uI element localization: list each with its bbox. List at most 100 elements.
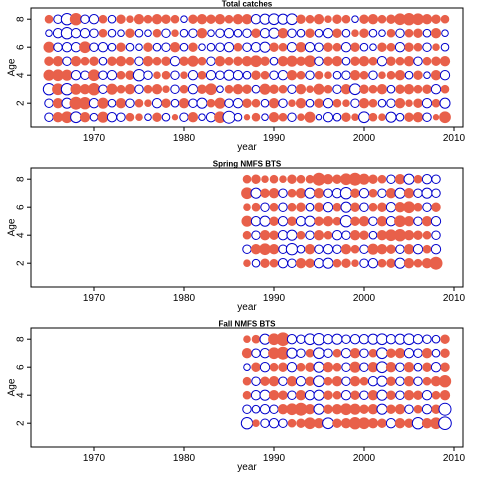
residual-bubble-positive xyxy=(206,98,216,108)
residual-bubble-negative xyxy=(259,362,271,373)
residual-bubble-negative xyxy=(179,112,189,122)
residual-bubble-negative xyxy=(278,418,288,428)
residual-bubble-positive xyxy=(403,84,415,95)
residual-bubble-positive xyxy=(386,14,396,24)
x-tick-label: 1990 xyxy=(263,453,286,464)
residual-bubble-positive xyxy=(268,244,280,255)
residual-bubble-positive xyxy=(304,244,316,255)
residual-bubble-negative xyxy=(368,28,378,38)
residual-bubble-positive xyxy=(44,56,54,66)
residual-bubble-negative xyxy=(287,258,297,268)
residual-bubble-negative xyxy=(339,187,353,200)
residual-bubble-negative xyxy=(106,112,118,123)
residual-bubble-negative xyxy=(385,111,397,123)
residual-bubble-negative xyxy=(180,15,188,23)
residual-bubble-positive xyxy=(413,230,423,240)
residual-bubble-positive xyxy=(331,56,343,67)
residual-bubble-negative xyxy=(251,230,261,240)
residual-bubble-positive xyxy=(322,362,334,373)
residual-bubble-positive xyxy=(269,202,279,212)
residual-bubble-negative xyxy=(422,42,432,52)
residual-bubble-positive xyxy=(403,244,415,255)
residual-bubble-negative xyxy=(80,70,90,80)
x-axis-label: year xyxy=(237,302,257,313)
y-tick-label: 6 xyxy=(16,204,27,210)
residual-bubble-positive xyxy=(187,55,199,67)
residual-bubble-positive xyxy=(286,70,298,81)
y-axis-label: Age xyxy=(7,218,18,236)
residual-bubble-negative xyxy=(413,188,423,198)
residual-bubble-negative xyxy=(358,188,370,199)
residual-bubble-negative xyxy=(376,375,388,387)
residual-bubble-negative xyxy=(368,216,378,226)
residual-bubble-positive xyxy=(260,70,270,80)
residual-bubble-negative xyxy=(242,244,252,254)
residual-bubble-negative xyxy=(134,84,144,94)
residual-bubble-positive xyxy=(278,362,288,372)
plot-frame xyxy=(30,7,464,128)
residual-bubble-positive xyxy=(368,112,378,122)
residual-bubble-positive xyxy=(313,83,325,95)
residual-bubble-positive xyxy=(350,202,360,212)
residual-bubble-negative xyxy=(277,70,289,81)
residual-bubble-positive xyxy=(233,42,243,52)
residual-bubble-positive xyxy=(269,42,279,52)
residual-bubble-positive xyxy=(368,98,378,108)
residual-bubble-positive xyxy=(180,71,188,79)
residual-bubble-positive xyxy=(440,14,450,24)
residual-bubble-negative xyxy=(216,85,224,93)
residual-bubble-negative xyxy=(144,113,152,121)
residual-bubble-negative xyxy=(286,347,298,359)
residual-bubble-positive xyxy=(324,15,332,23)
residual-bubble-negative xyxy=(88,14,100,25)
residual-bubble-negative xyxy=(332,112,342,122)
residual-bubble-positive xyxy=(286,376,298,387)
residual-bubble-negative xyxy=(269,70,279,80)
residual-bubble-positive xyxy=(422,244,432,254)
residual-bubble-positive xyxy=(394,348,406,359)
residual-bubble-positive xyxy=(268,188,280,199)
residual-bubble-positive xyxy=(295,390,307,401)
residual-bubble-negative xyxy=(125,42,135,52)
residual-bubble-positive xyxy=(386,348,396,358)
residual-bubble-positive xyxy=(179,56,189,66)
residual-bubble-positive xyxy=(403,201,415,214)
residual-bubble-negative xyxy=(89,42,99,52)
residual-bubble-positive xyxy=(286,55,298,67)
residual-bubble-positive xyxy=(260,188,270,198)
residual-bubble-negative xyxy=(421,174,433,185)
residual-bubble-positive xyxy=(288,99,296,107)
residual-bubble-positive xyxy=(295,42,307,53)
residual-bubble-positive xyxy=(431,14,441,24)
residual-bubble-negative xyxy=(386,174,396,184)
residual-bubble-negative xyxy=(196,97,208,109)
residual-bubble-negative xyxy=(349,83,361,96)
residual-bubble-negative xyxy=(296,244,306,254)
residual-bubble-positive xyxy=(287,418,297,428)
residual-bubble-positive xyxy=(377,42,387,52)
residual-bubble-negative xyxy=(45,29,53,37)
residual-bubble-negative xyxy=(322,202,334,213)
residual-bubble-negative xyxy=(422,28,432,38)
residual-bubble-negative xyxy=(368,230,378,240)
residual-bubble-positive xyxy=(170,14,180,24)
residual-bubble-positive xyxy=(350,216,360,226)
residual-bubble-negative xyxy=(287,28,297,38)
residual-bubble-positive xyxy=(305,376,315,386)
y-tick-label: 4 xyxy=(16,232,27,238)
residual-bubble-positive xyxy=(243,114,251,121)
residual-bubble-positive xyxy=(349,70,361,81)
residual-bubble-positive xyxy=(422,362,432,372)
residual-bubble-negative xyxy=(296,348,306,358)
residual-bubble-positive xyxy=(251,334,261,344)
residual-bubble-negative xyxy=(242,70,252,80)
residual-bubble-negative xyxy=(250,216,262,227)
residual-bubble-negative xyxy=(421,390,433,401)
residual-bubble-positive xyxy=(403,56,415,67)
residual-bubble-negative xyxy=(233,28,243,38)
residual-bubble-positive xyxy=(376,216,388,227)
residual-bubble-positive xyxy=(350,56,360,66)
residual-bubble-positive xyxy=(142,56,154,67)
x-tick-label: 2010 xyxy=(443,293,466,304)
residual-bubble-positive xyxy=(359,70,369,80)
